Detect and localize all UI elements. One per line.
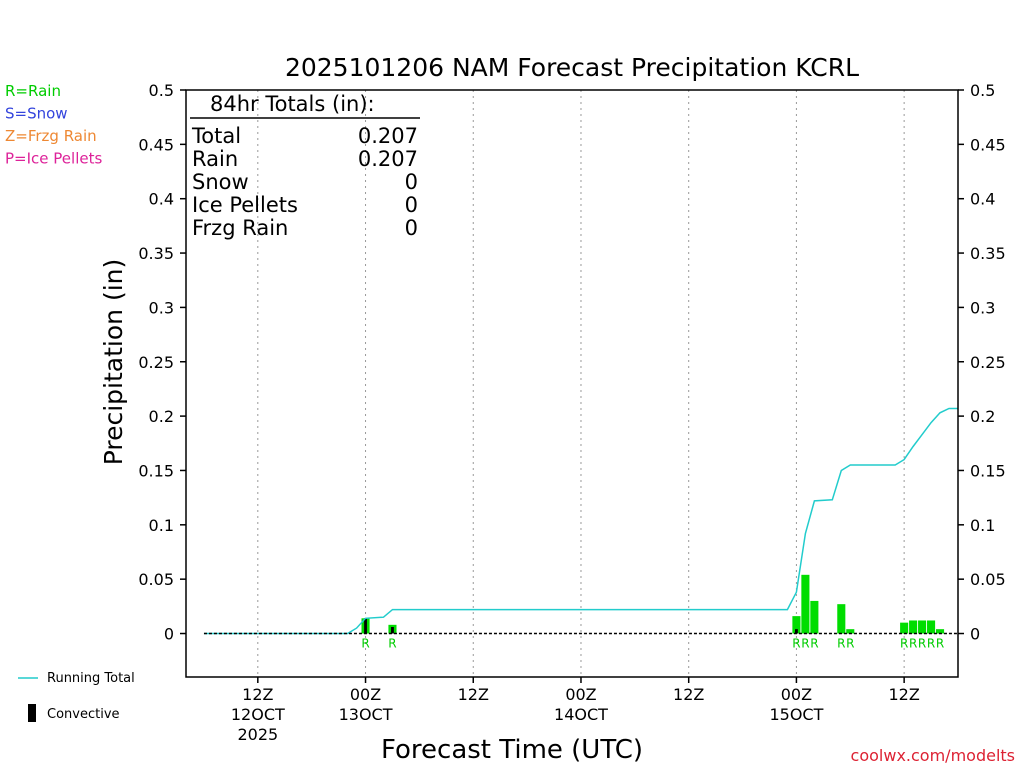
y-tick-label-left: 0.2 [149,407,174,426]
precip-type-legend: R=Rain S=Snow Z=Frzg Rain P=Ice Pellets [5,82,102,168]
totals-row-label: Snow [192,170,249,194]
precip-bar [801,574,810,634]
y-tick-label-left: 0.35 [138,244,174,263]
precip-type-legend-item: Z=Frzg Rain [5,127,97,145]
x-tick-label-year: 2025 [237,725,278,744]
y-tick-label-right: 0.05 [970,570,1006,589]
y-tick-label-right: 0.25 [970,353,1006,372]
totals-header: 84hr Totals (in): [210,92,375,116]
watermark: coolwx.com/modelts [851,746,1015,765]
precip-bar [900,622,909,634]
bar-type-label: R [846,637,854,651]
bar-type-label: R [837,637,845,651]
totals-row-label: Total [191,124,241,148]
precip-bar [792,616,801,634]
totals-row-value: 0.207 [358,124,418,148]
gridlines [257,90,905,677]
convective-bar [364,618,367,634]
precip-bars [361,574,945,634]
x-tick-label-time: 00Z [781,685,812,704]
convective-bar [391,626,394,634]
totals-row-value: 0.207 [358,147,418,171]
y-tick-label-left: 0.3 [149,298,174,317]
bar-type-label: R [792,637,800,651]
y-tick-label-left: 0.4 [149,190,174,209]
precip-type-legend-item: P=Ice Pellets [5,150,102,168]
convective-bar [795,629,798,634]
series-legend: Running Total Convective [18,671,135,722]
x-tick-label-date: 14OCT [554,705,608,724]
x-tick-label-time: 00Z [350,685,381,704]
y-tick-label-right: 0.15 [970,461,1006,480]
convective-legend-label: Convective [47,707,120,722]
x-tick-label-time: 00Z [565,685,596,704]
bar-type-label: R [801,637,809,651]
y-tick-label-left: 0.25 [138,353,174,372]
totals-row-value: 0 [405,193,418,217]
x-tick-label-date: 15OCT [769,705,823,724]
precip-bar [918,620,927,634]
y-tick-label-left: 0 [164,625,174,644]
totals-row-label: Ice Pellets [192,193,298,217]
x-tick-label-date: 12OCT [231,705,285,724]
precip-bar [927,620,936,634]
bar-type-label: R [388,637,396,651]
y-tick-label-left: 0.15 [138,461,174,480]
y-tick-label-right: 0.45 [970,135,1006,154]
y-axis-ticks: 0 00.05 0.050.1 0.10.15 0.150.2 0.20.25 0.250.… [138,81,1005,644]
totals-row-value: 0 [405,170,418,194]
precip-bar [837,604,846,634]
y-tick-label-right: 0 [970,625,980,644]
bar-type-label: R [927,637,935,651]
precip-type-legend-item: S=Snow [5,105,68,123]
y-axis-label: Precipitation (in) [99,259,128,466]
y-tick-label-right: 0.4 [970,190,995,209]
plot-frame [185,89,959,678]
y-tick-label-left: 0.1 [149,516,174,535]
x-tick-label-time: 12Z [458,685,489,704]
running-total-legend-label: Running Total [47,671,135,686]
convective-bars [364,618,798,634]
x-tick-label-time: 12Z [673,685,704,704]
y-tick-label-right: 0.35 [970,244,1006,263]
y-tick-label-right: 0.3 [970,298,995,317]
y-tick-label-right: 0.5 [970,81,995,100]
totals-row-label: Frzg Rain [192,216,288,240]
precip-bar [810,600,819,634]
y-tick-label-right: 0.2 [970,407,995,426]
precip-bar [909,620,918,634]
y-tick-label-right: 0.1 [970,516,995,535]
bar-type-label: R [909,637,917,651]
totals-row-label: Rain [192,147,238,171]
precip-bar [846,629,855,634]
x-tick-label-date: 13OCT [339,705,393,724]
precip-type-legend-item: R=Rain [5,82,61,100]
y-tick-label-left: 0.45 [138,135,174,154]
x-axis-label: Forecast Time (UTC) [381,735,643,765]
bar-type-label: R [918,637,926,651]
chart-title: 2025101206 NAM Forecast Precipitation KC… [285,53,859,82]
bar-type-label: R [361,637,369,651]
convective-legend-swatch [28,704,36,722]
totals-box: 84hr Totals (in): Total 0.207 Rain 0.207 Sno… [190,92,420,240]
bar-type-label: R [810,637,818,651]
x-tick-label-time: 12Z [242,685,273,704]
bar-type-label: R [900,637,908,651]
y-tick-label-left: 0.5 [149,81,174,100]
x-tick-label-time: 12Z [888,685,919,704]
bar-type-label: R [936,637,944,651]
precip-bar [936,629,945,634]
running-total-line [204,407,958,635]
y-tick-label-left: 0.05 [138,570,174,589]
totals-row-value: 0 [405,216,418,240]
